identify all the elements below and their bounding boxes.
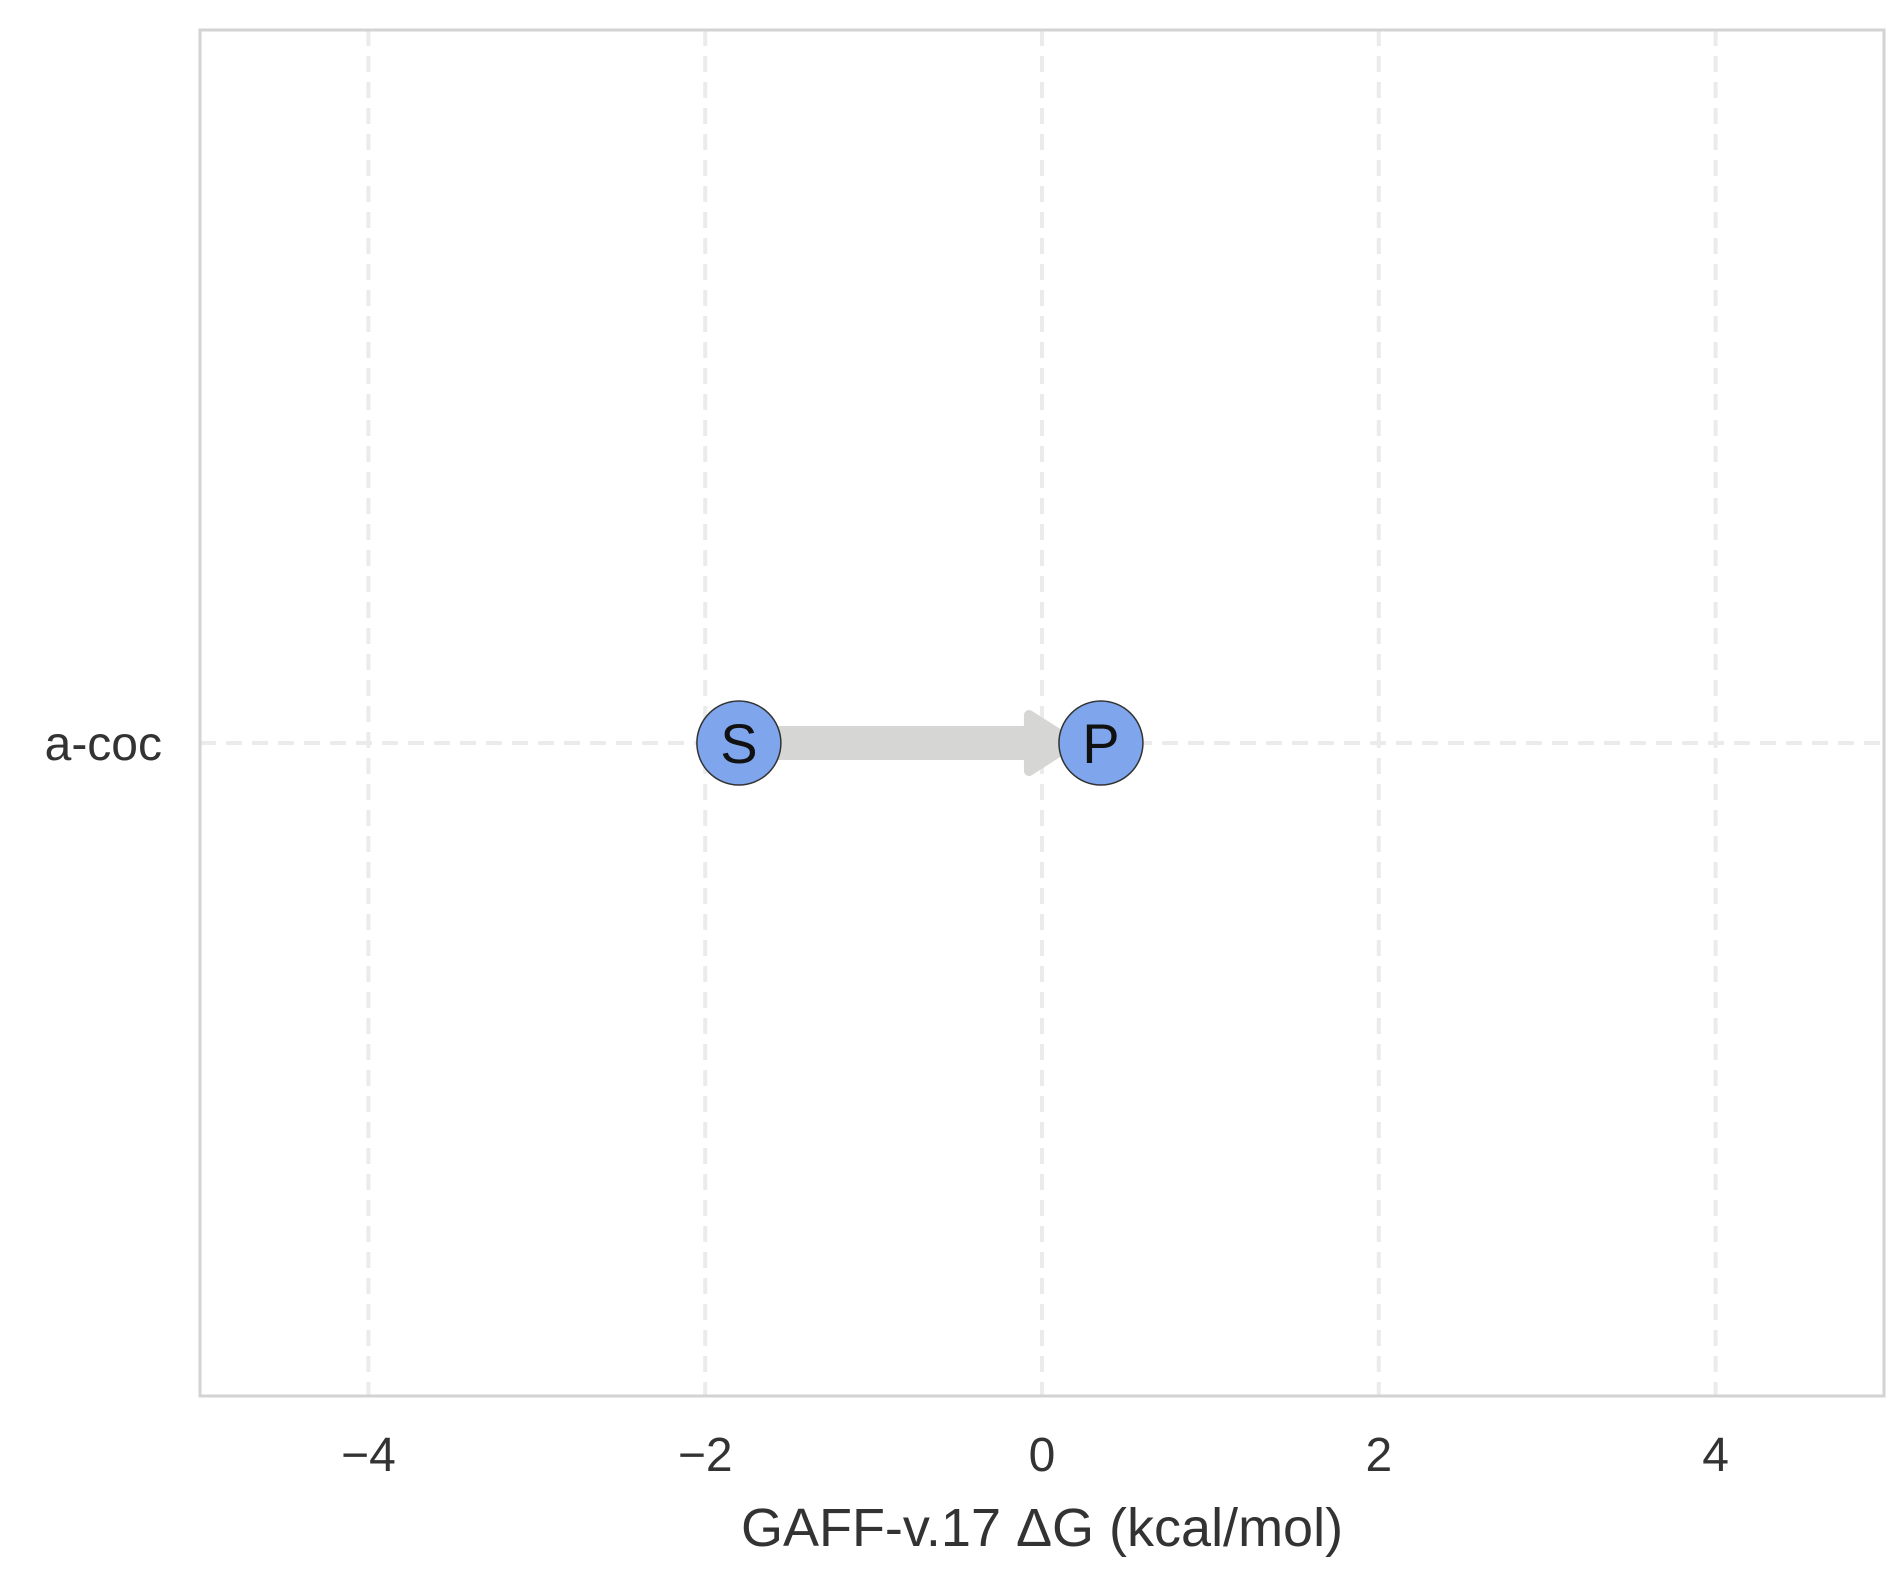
plot-frame [198,28,1886,1398]
point-s [696,700,782,786]
x-tick-label: 4 [1702,1429,1729,1482]
arrow-shaft [776,726,1029,760]
x-axis-label: GAFF-v.17 ΔG (kcal/mol) [741,1498,1343,1558]
y-category-labels: a-coc [45,718,162,771]
x-gridlines [366,30,1718,1396]
x-tick-label: 2 [1365,1429,1392,1482]
point-label: P [1082,712,1119,775]
x-tick-label: −2 [678,1429,733,1482]
x-tick-labels: −4 −2 0 2 4 [341,1429,1729,1482]
arrow-layer [776,710,1078,776]
arrow-head [1023,710,1078,776]
x-tick-label: 0 [1029,1429,1056,1482]
y-category-label: a-coc [45,718,162,771]
point-label: S [720,712,757,775]
point-p [1058,700,1144,786]
x-tick-label: −4 [341,1429,396,1482]
